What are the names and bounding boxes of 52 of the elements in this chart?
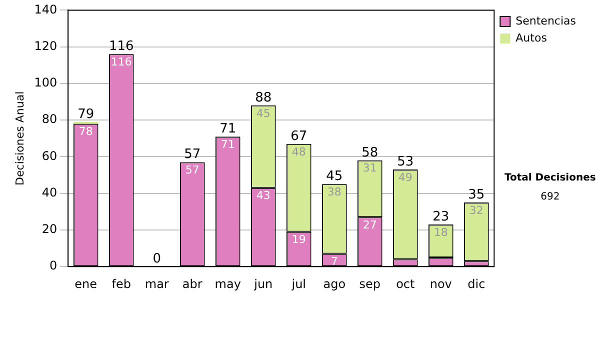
- x-tick-label: oct: [396, 276, 415, 291]
- x-tick-label: ago: [323, 276, 346, 291]
- y-axis-title: Decisiones Anual: [13, 91, 26, 186]
- data-label: 57: [185, 164, 200, 177]
- y-tick-label: 0: [49, 258, 58, 273]
- data-label: 49: [398, 170, 412, 184]
- total-label: 0: [152, 251, 162, 266]
- total-label: 57: [184, 147, 201, 162]
- x-tick-label: abr: [182, 276, 202, 291]
- x-tick-label: feb: [112, 276, 131, 291]
- data-label: 71: [220, 138, 235, 151]
- x-tick-label: mar: [144, 276, 169, 291]
- legend-label: Autos: [516, 31, 548, 44]
- x-tick-label: nov: [430, 276, 452, 291]
- data-label: 43: [256, 189, 270, 202]
- total-label: 116: [108, 39, 134, 54]
- y-tick-label: 20: [42, 222, 58, 236]
- y-tick-label: 140: [34, 2, 58, 16]
- x-tick-label: jun: [253, 276, 273, 291]
- legend-label: Sentencias: [516, 14, 576, 28]
- y-tick-label: 100: [34, 76, 58, 90]
- x-tick-label: ene: [74, 276, 98, 291]
- data-label: 116: [110, 56, 132, 69]
- data-label: 45: [256, 106, 270, 120]
- y-tick-label: 120: [34, 38, 58, 53]
- total-label: 23: [432, 209, 450, 224]
- total-label: 71: [220, 121, 236, 136]
- total-label: 35: [468, 187, 485, 202]
- total-label: 58: [362, 145, 378, 160]
- total-label: 45: [326, 169, 343, 184]
- data-label: 27: [362, 218, 377, 232]
- x-tick-label: jul: [290, 276, 306, 291]
- data-label: 38: [327, 186, 342, 199]
- total-label: 88: [255, 90, 272, 106]
- y-tick-label: 80: [42, 112, 58, 126]
- data-label: 19: [292, 233, 306, 246]
- data-label: 32: [469, 204, 484, 217]
- x-tick-label: sep: [359, 276, 381, 291]
- x-tick-label: dic: [468, 276, 486, 291]
- y-tick-label: 60: [42, 148, 58, 163]
- data-label: 48: [292, 145, 306, 158]
- y-tick-label: 40: [42, 185, 58, 200]
- total-label: 79: [78, 106, 94, 122]
- x-tick-label: may: [214, 276, 241, 291]
- data-label: 78: [78, 125, 93, 138]
- total-label: 67: [290, 128, 308, 144]
- total-label: 53: [397, 154, 414, 170]
- data-label: 18: [434, 226, 448, 239]
- data-label: 7: [330, 255, 338, 268]
- text: Total Decisiones: [504, 172, 596, 184]
- data-label: 31: [362, 162, 377, 175]
- text: 692: [540, 192, 560, 203]
